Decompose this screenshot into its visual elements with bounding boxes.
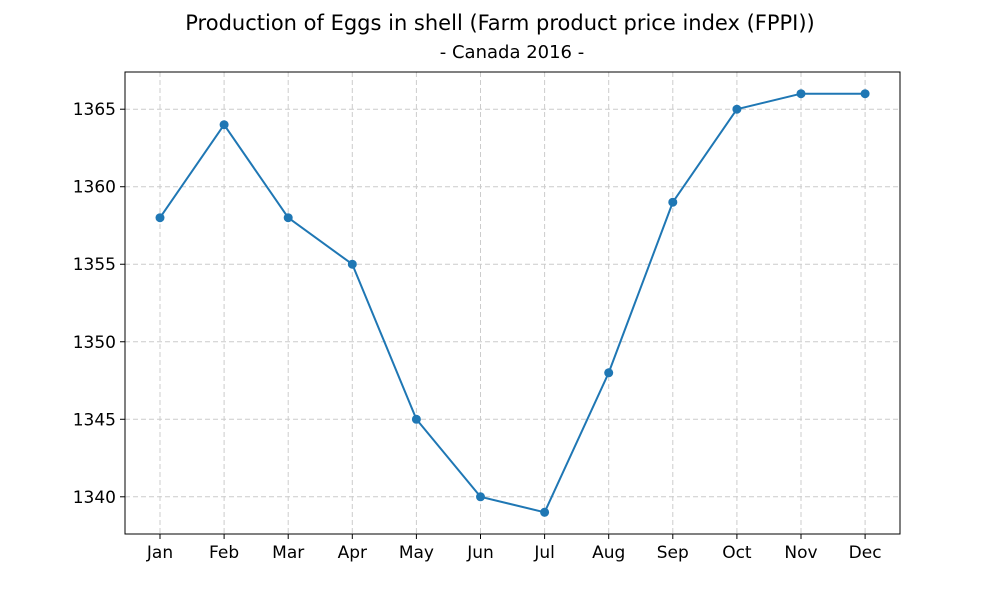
x-tick-label: Nov — [784, 543, 817, 563]
series-line — [159, 92, 866, 514]
data-point — [860, 89, 870, 99]
x-tick-label: Oct — [722, 543, 752, 563]
x-tick-label: Sep — [657, 543, 689, 563]
x-tick-label: Feb — [209, 543, 239, 563]
y-tick-label: 1365 — [73, 100, 116, 120]
chart-subtitle: - Canada 2016 - — [440, 42, 584, 63]
y-tick-label: 1350 — [73, 333, 116, 353]
data-point — [219, 120, 229, 130]
x-tick-label: Jun — [466, 543, 494, 563]
x-tick-label: Apr — [338, 543, 367, 563]
x-tick-label: Mar — [272, 543, 304, 563]
data-point — [540, 507, 550, 517]
x-tick-label: Jul — [533, 543, 555, 563]
data-point — [732, 104, 742, 114]
data-point — [411, 414, 421, 424]
data-point — [155, 213, 165, 223]
axis-ticks: Jan Feb Mar Apr May Jun Jul Aug Sep Oct Nov Dec 1340… — [73, 100, 882, 563]
x-tick-label: Dec — [849, 543, 882, 563]
data-point — [668, 197, 678, 207]
data-point — [347, 259, 357, 269]
x-tick-label: Aug — [592, 543, 625, 563]
data-point — [796, 89, 806, 99]
y-tick-label: 1355 — [73, 255, 116, 275]
x-tick-label: May — [399, 543, 434, 563]
grid — [125, 72, 900, 534]
y-tick-label: 1360 — [73, 178, 116, 198]
y-tick-label: 1345 — [73, 410, 116, 430]
data-point — [476, 492, 485, 502]
x-tick-label: Jan — [146, 543, 173, 563]
chart-title: Production of Eggs in shell (Farm produc… — [185, 11, 815, 35]
plot-area-frame — [124, 71, 901, 535]
y-tick-label: 1340 — [73, 488, 116, 508]
data-point — [604, 368, 614, 378]
series-layer — [155, 89, 870, 517]
data-point — [283, 213, 293, 223]
